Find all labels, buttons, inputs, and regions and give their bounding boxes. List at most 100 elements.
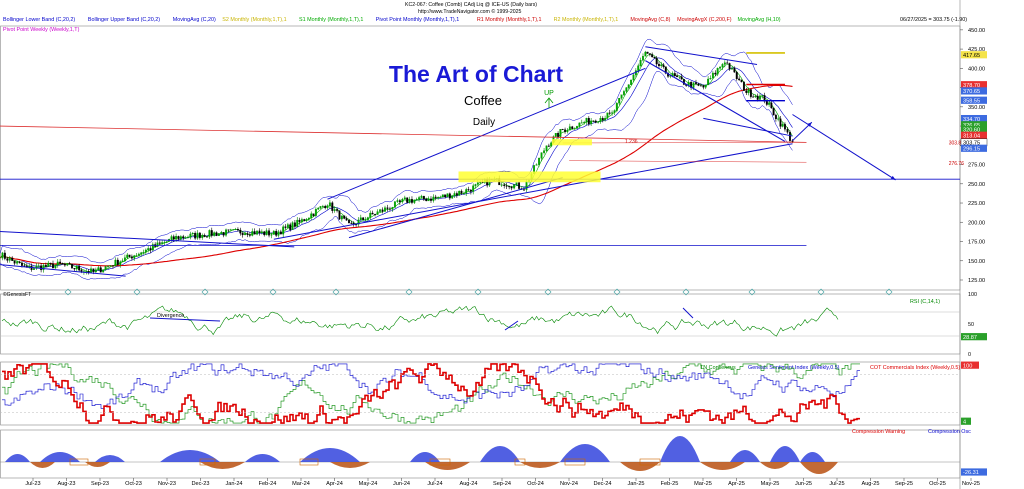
- candle-body: [102, 269, 105, 273]
- candle-body: [630, 79, 633, 85]
- price-tag: 296.15: [963, 146, 980, 152]
- candle-body: [592, 120, 595, 122]
- candle-body: [11, 257, 14, 261]
- price-tag: 334.70: [963, 117, 980, 123]
- candle-body: [172, 236, 175, 240]
- compression-warning-box: [564, 458, 586, 466]
- candle-body: [608, 112, 611, 114]
- candle-body: [682, 79, 685, 85]
- trendline-early-resistance: [0, 231, 295, 248]
- y-tick-label: 250.00: [968, 182, 985, 188]
- candle-body: [540, 152, 543, 159]
- candle-body: [594, 120, 597, 123]
- candle-body: [6, 258, 9, 261]
- candle-body: [246, 233, 249, 235]
- compression-osc-hump: [95, 455, 125, 462]
- candle-body: [543, 150, 546, 153]
- candle-body: [420, 195, 423, 198]
- candle-body: [260, 231, 263, 233]
- candle-body: [578, 122, 581, 127]
- candle-body: [263, 231, 266, 236]
- candle-body: [406, 197, 409, 203]
- candle-body: [768, 102, 771, 105]
- candle-body: [104, 266, 107, 270]
- pivot-glyph-icon: [748, 288, 756, 296]
- candle-body: [561, 129, 564, 130]
- compression-osc-hump: [660, 436, 700, 462]
- y-tick-label: 400.00: [968, 66, 985, 72]
- x-tick-label: Jan-25: [627, 481, 644, 487]
- candle-body: [620, 94, 623, 99]
- candle-body: [448, 193, 451, 199]
- candle-body: [658, 63, 660, 67]
- x-tick-label: Aug-24: [459, 481, 477, 487]
- compression-warning-box: [429, 458, 451, 466]
- candle-body: [239, 229, 242, 234]
- candle-body: [644, 51, 647, 57]
- compression-warning-box: [69, 458, 89, 466]
- candle-body: [393, 201, 396, 208]
- candle-body: [170, 236, 173, 240]
- candle-body: [161, 242, 164, 244]
- candle-body: [469, 189, 472, 192]
- candle-body: [369, 212, 372, 218]
- candle-body: [345, 218, 348, 221]
- candle-body: [559, 129, 562, 137]
- cot-bottom-label: 4: [963, 419, 966, 425]
- candle-body: [784, 124, 786, 130]
- legend-item: S1 Monthly (Monthly,1,T),1: [299, 17, 363, 23]
- candle-body: [711, 72, 714, 79]
- legend-item: MovingAvgX (C,200,F): [677, 17, 732, 23]
- candle-body: [601, 118, 604, 121]
- pivot-glyph-icon: [885, 288, 893, 296]
- candle-body: [550, 142, 553, 147]
- candle-body: [298, 219, 301, 222]
- candle-body: [613, 110, 616, 113]
- candle-body: [319, 206, 322, 209]
- candle-body: [789, 132, 791, 141]
- candles: [1, 50, 794, 275]
- candle-body: [653, 56, 656, 59]
- legend-item: Pivot Point Monthly (Monthly,1,T),1: [376, 17, 460, 23]
- candle-body: [583, 122, 586, 124]
- candle-body: [434, 196, 437, 198]
- pivot-glyph-icon: [817, 288, 825, 296]
- candle-body: [460, 190, 463, 194]
- compression-warning-box: [514, 458, 526, 466]
- candle-body: [8, 257, 11, 261]
- candle-body: [177, 236, 180, 240]
- candle-body: [156, 242, 159, 247]
- panel-frame-1: [0, 293, 961, 355]
- candle-body: [364, 219, 367, 221]
- arrow-up-head: [807, 122, 812, 127]
- candle-body: [538, 158, 541, 165]
- compression-osc-dip: [85, 462, 110, 467]
- compression-osc-hump: [5, 454, 30, 462]
- price-tag: 370.65: [963, 89, 980, 95]
- candle-body: [573, 128, 576, 130]
- price-tag-bg: [961, 81, 987, 89]
- candle-body: [135, 255, 138, 257]
- candle-body: [236, 229, 239, 231]
- candle-body: [723, 62, 726, 65]
- x-tick-label: Apr-24: [326, 481, 343, 487]
- candle-body: [401, 199, 404, 203]
- candle-body: [371, 212, 374, 215]
- level-label: 276.76: [949, 161, 965, 167]
- symbol-title: KC2-067: Coffee (Comb) CAdj Liq @ ICE-US…: [405, 2, 537, 8]
- divergence-line: [149, 317, 221, 322]
- price-tag: 313.04: [963, 133, 980, 139]
- candle-body: [1, 252, 4, 259]
- compression-osc-hump: [560, 444, 610, 462]
- y-tick-label: 275.00: [968, 163, 985, 169]
- compression-osc-hump: [730, 450, 760, 462]
- price-tag-bg: [961, 121, 987, 129]
- candle-body: [331, 202, 334, 211]
- pivot-glyph-icon: [474, 288, 482, 296]
- candle-body: [777, 118, 780, 120]
- candle-body: [328, 202, 331, 206]
- yellow-zone-1: [458, 171, 601, 183]
- y-tick-label: 450.00: [968, 28, 985, 34]
- candle-body: [728, 63, 731, 70]
